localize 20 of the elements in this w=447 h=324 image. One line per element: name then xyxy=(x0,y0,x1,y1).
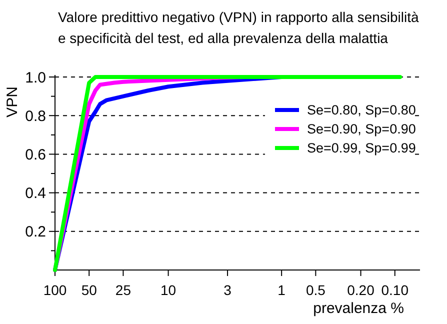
chart-title: Valore predittivo negativo (VPN) in rapporto alla sensibilità e specificità del test, ed alla prevalenza della malattia xyxy=(58,9,420,46)
x-tick-label: 3 xyxy=(224,282,232,298)
x-tick-label: 0.5 xyxy=(306,282,326,298)
x-tick-label: 50 xyxy=(81,282,98,298)
x-tick-label: 10 xyxy=(160,282,176,298)
x-tick-label: 25 xyxy=(115,282,132,298)
y-tick-label: 0.2 xyxy=(25,224,46,241)
y-tick-label: 0.4 xyxy=(25,185,46,202)
x-tick-label: 1 xyxy=(278,282,286,298)
y-tick-label: 0.8 xyxy=(25,108,46,125)
y-tick-label: 1.0 xyxy=(25,69,46,86)
legend-label: Se=0.99, Sp=0.99 xyxy=(307,140,416,156)
y-tick-label: 0.6 xyxy=(25,146,46,164)
x-tick-label: 0.20 xyxy=(347,282,375,298)
legend-label: Se=0.90, Sp=0.90 xyxy=(307,122,416,137)
x-tick-label: 0.10 xyxy=(381,282,409,298)
y-axis-title: VPN xyxy=(4,86,21,118)
x-axis-title: prevalenza % xyxy=(313,300,404,317)
x-tick-label: 100 xyxy=(43,282,67,298)
legend-label: Se=0.80, Sp=0.80 xyxy=(307,102,416,118)
